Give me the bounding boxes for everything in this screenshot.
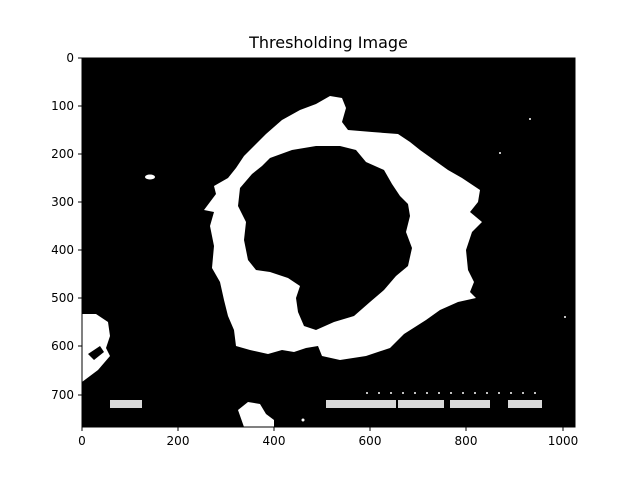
y-tick-label: 500 — [51, 291, 74, 305]
scale-text-right-2 — [398, 400, 444, 408]
scale-text-right-3 — [450, 400, 490, 408]
x-tick-label: 200 — [167, 434, 190, 448]
speck-3 — [564, 316, 566, 318]
bottom-center-blob — [238, 402, 274, 427]
ring-blob — [204, 96, 482, 360]
left-edge-hole — [88, 346, 104, 360]
small-blob-left — [145, 174, 155, 180]
x-tick-label: 0 — [78, 434, 86, 448]
y-tick-label: 700 — [51, 388, 74, 402]
y-tick-label: 600 — [51, 339, 74, 353]
x-tick-label: 800 — [455, 434, 478, 448]
speck-4 — [301, 418, 305, 422]
speck-2 — [499, 152, 501, 154]
plot-title: Thresholding Image — [249, 33, 408, 52]
x-tick-label: 1000 — [548, 434, 579, 448]
scale-text-right-1 — [326, 400, 396, 408]
x-tick-label: 600 — [359, 434, 382, 448]
y-axis: 0 100 200 300 400 500 600 700 — [51, 51, 82, 402]
threshold-mask — [82, 96, 566, 427]
left-edge-blob — [82, 314, 110, 382]
axes-frame — [81, 57, 576, 428]
x-tick-label: 400 — [263, 434, 286, 448]
x-axis: 0 200 400 600 800 1000 — [78, 427, 578, 448]
scale-text-right-4 — [508, 400, 542, 408]
y-tick-label: 300 — [51, 195, 74, 209]
scale-text-left — [110, 400, 142, 408]
speck-1 — [529, 118, 531, 120]
y-tick-label: 0 — [66, 51, 74, 65]
y-tick-label: 100 — [51, 99, 74, 113]
y-tick-label: 400 — [51, 243, 74, 257]
y-tick-label: 200 — [51, 147, 74, 161]
